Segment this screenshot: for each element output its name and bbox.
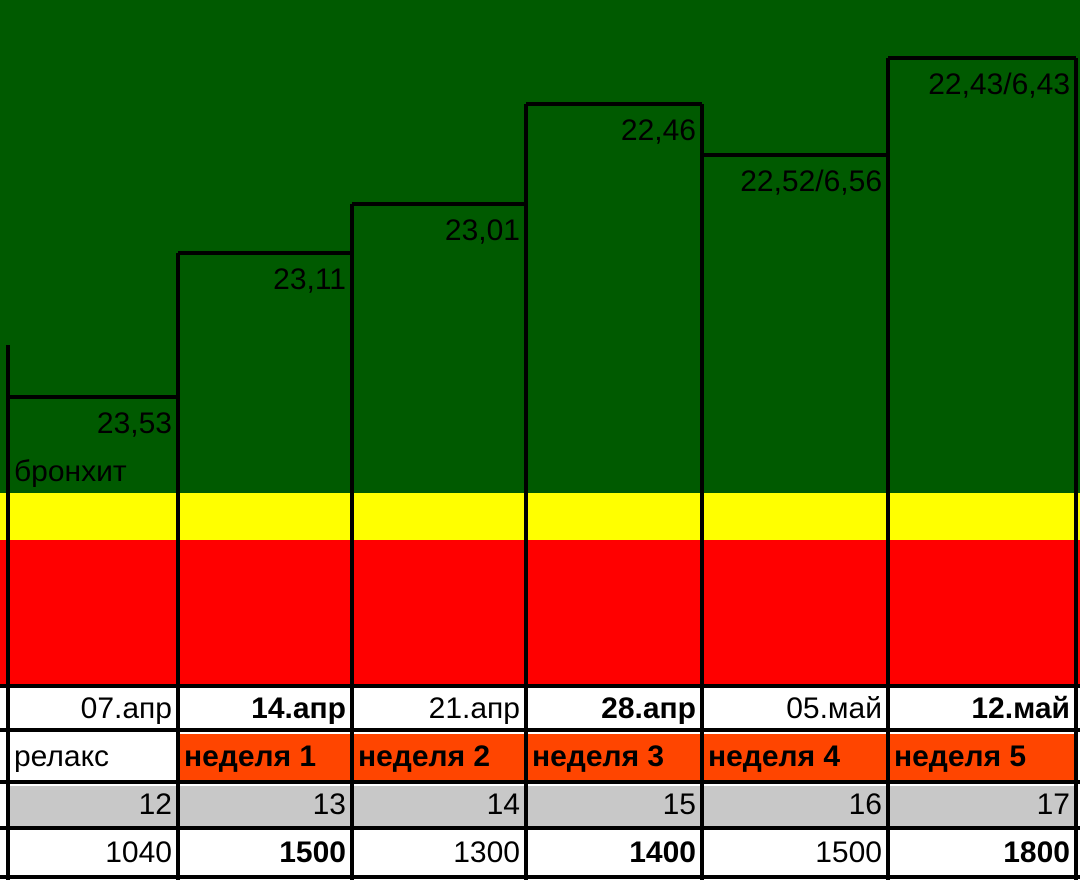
week-label: неделя 3 [532, 740, 664, 773]
date-cell: 12.май [971, 692, 1070, 725]
note-label: бронхит [14, 455, 127, 488]
number-cell [888, 786, 1076, 826]
number-cell [178, 786, 352, 826]
number-label: 16 [849, 788, 882, 821]
date-cell: 21.апр [429, 692, 520, 725]
total-label: 1800 [1003, 836, 1070, 869]
week-cell [352, 734, 526, 780]
value-label: 23,53 [97, 407, 172, 440]
total-label: 1400 [629, 836, 696, 869]
number-cell [8, 786, 178, 826]
number-label: 13 [313, 788, 346, 821]
date-cell: 28.апр [601, 692, 696, 725]
week-label: неделя 1 [184, 740, 316, 773]
week-label: релакс [14, 740, 109, 773]
week-cell [888, 734, 1076, 780]
value-label: 22,52/6,56 [740, 165, 882, 198]
value-label: 23,11 [273, 263, 346, 296]
yellow-band [0, 493, 1080, 540]
total-label: 1500 [815, 836, 882, 869]
date-cell: 07.апр [81, 692, 172, 725]
week-cell [702, 734, 888, 780]
value-label: 22,43/6,43 [928, 68, 1070, 101]
number-label: 15 [663, 788, 696, 821]
number-cell [526, 786, 702, 826]
week-label: неделя 5 [894, 740, 1026, 773]
week-cell [526, 734, 702, 780]
date-cell: 14.апр [251, 692, 346, 725]
week-label: неделя 4 [708, 740, 840, 773]
total-label: 1500 [279, 836, 346, 869]
number-label: 12 [139, 788, 172, 821]
red-band [0, 540, 1080, 686]
total-label: 1040 [105, 836, 172, 869]
date-cell: 05.май [786, 692, 882, 725]
value-label: 22,46 [621, 114, 696, 147]
number-cell [352, 786, 526, 826]
total-label: 1300 [453, 836, 520, 869]
value-label: 23,01 [445, 214, 520, 247]
week-cell [8, 734, 178, 780]
week-label: неделя 2 [358, 740, 490, 773]
week-cell [178, 734, 352, 780]
number-label: 17 [1037, 788, 1070, 821]
number-label: 14 [487, 788, 520, 821]
number-cell [702, 786, 888, 826]
